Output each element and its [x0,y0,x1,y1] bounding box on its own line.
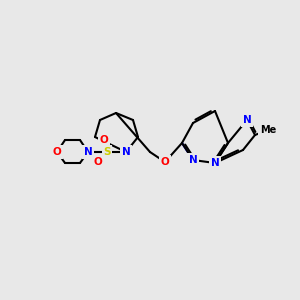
Text: N: N [122,147,130,157]
Text: O: O [52,147,62,157]
Text: Me: Me [260,125,276,135]
Text: N: N [243,115,251,125]
Text: O: O [160,157,169,167]
Text: S: S [103,147,111,157]
Text: N: N [84,147,92,157]
Text: N: N [189,155,197,165]
Text: O: O [94,157,102,167]
Text: N: N [211,158,219,168]
Text: O: O [100,135,108,145]
